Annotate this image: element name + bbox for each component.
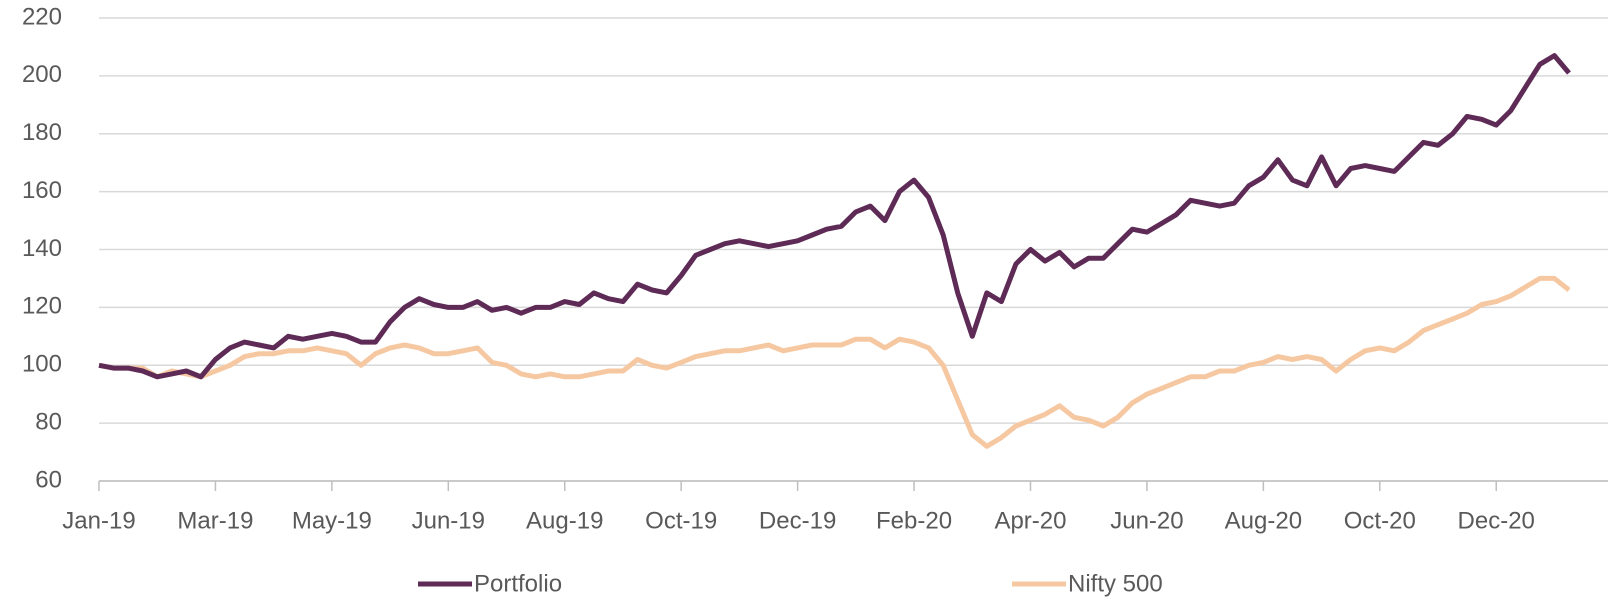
x-tick-label: Jun-19 (412, 507, 485, 534)
x-tick-label: Apr-20 (994, 507, 1066, 534)
y-tick-label: 200 (22, 61, 62, 88)
x-tick-label: Oct-19 (645, 507, 717, 534)
x-tick-label: Aug-19 (526, 507, 603, 534)
series-line (98, 53, 1571, 380)
x-tick-label: Mar-19 (177, 507, 253, 534)
y-tick-label: 160 (22, 177, 62, 204)
x-tick-label: Oct-20 (1344, 507, 1416, 534)
x-tick-label: Feb-20 (876, 507, 952, 534)
y-tick-label: 60 (35, 466, 62, 493)
y-tick-label: 80 (35, 408, 62, 435)
y-tick-label: 120 (22, 293, 62, 320)
x-tick-label: Aug-20 (1225, 507, 1302, 534)
legend-label: Nifty 500 (1068, 570, 1163, 597)
y-tick-label: 140 (22, 235, 62, 262)
y-tick-label: 100 (22, 351, 62, 378)
y-tick-label: 220 (22, 3, 62, 30)
x-tick-label: May-19 (292, 507, 372, 534)
x-tick-label: Dec-19 (759, 507, 836, 534)
legend-label: Portfolio (474, 570, 562, 597)
x-tick-label: Jan-19 (62, 507, 135, 534)
y-tick-label: 180 (22, 119, 62, 146)
series-line (98, 275, 1571, 449)
x-tick-label: Dec-20 (1458, 507, 1535, 534)
x-tick-label: Jun-20 (1110, 507, 1183, 534)
